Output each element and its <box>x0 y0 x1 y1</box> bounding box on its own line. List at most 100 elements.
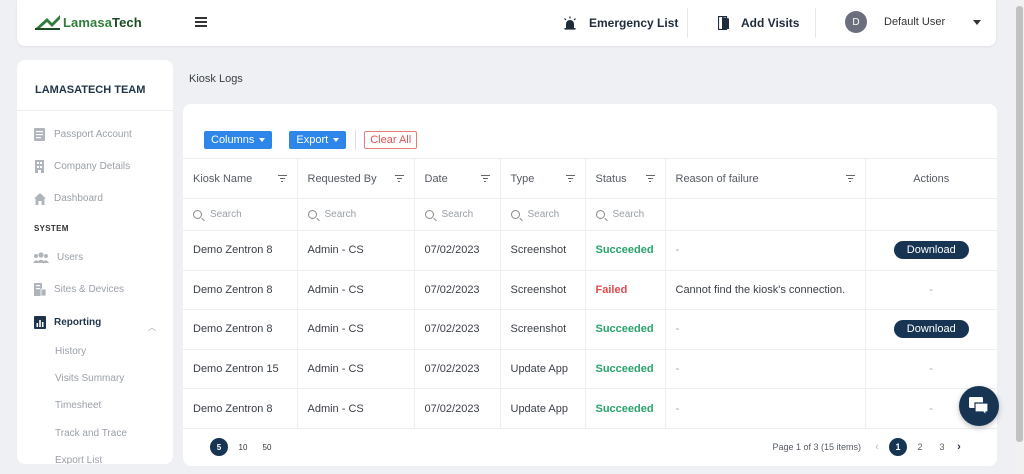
sidebar-item-label: Sites & Devices <box>54 284 125 295</box>
column-header-date[interactable]: Date <box>414 158 501 199</box>
sidebar-subitem-export-list[interactable]: Export List <box>55 455 103 464</box>
scrollbar-thumb[interactable] <box>1016 6 1023 442</box>
chevron-right-icon[interactable]: › <box>957 441 961 453</box>
status-succeeded: Succeeded <box>585 349 666 390</box>
search-status-field[interactable]: Search <box>585 198 666 231</box>
sidebar-item-label: Company Details <box>54 161 131 172</box>
kiosk-logs-table: Kiosk Name Requested By Date Type Status… <box>183 158 997 429</box>
column-header-reason-of-failure[interactable]: Reason of failure <box>665 158 866 199</box>
user-menu[interactable]: D Default User <box>845 11 982 33</box>
sidebar-item-passport-account[interactable]: Passport Account <box>33 128 132 141</box>
building-icon <box>33 160 46 173</box>
clear-all-button[interactable]: Clear All <box>364 131 418 149</box>
logo-icon <box>35 15 60 30</box>
filter-icon[interactable] <box>277 175 287 182</box>
logo-text-a: Lamasa <box>63 14 113 30</box>
page-size-option[interactable]: 50 <box>262 442 272 452</box>
download-button[interactable]: Download <box>893 241 969 260</box>
sidebar: LAMASATECH TEAM Passport Account Company… <box>17 60 173 464</box>
devices-icon <box>33 283 46 296</box>
cell-requested-by: Admin - CS <box>297 349 415 390</box>
page-size-option[interactable]: 10 <box>238 442 248 452</box>
cell-type: Update App <box>500 388 586 429</box>
emergency-list-button[interactable]: Emergency List <box>563 13 678 33</box>
search-row: Search Search Search Search Search <box>183 198 997 231</box>
chevron-left-icon[interactable]: ‹ <box>875 441 879 453</box>
column-header-label: Date <box>424 172 448 185</box>
cell-kiosk-name: Demo Zentron 15 <box>183 349 298 390</box>
add-visits-label: Add Visits <box>741 16 800 30</box>
cell-type: Screenshot <box>500 230 586 271</box>
download-button[interactable]: Download <box>893 320 969 339</box>
page-size-option[interactable]: 5 <box>210 438 228 456</box>
filter-icon[interactable] <box>645 175 655 182</box>
search-actions-empty <box>865 198 997 231</box>
sidebar-subitem-visits-summary[interactable]: Visits Summary <box>55 373 125 384</box>
column-header-kiosk-name[interactable]: Kiosk Name <box>183 158 298 199</box>
cell-actions: Download <box>865 230 997 271</box>
column-header-actions: Actions <box>865 158 997 199</box>
search-date-field[interactable]: Search <box>414 198 501 231</box>
table-row: Demo Zentron 8 Admin - CS 07/02/2023 Upd… <box>183 388 997 429</box>
page-button[interactable]: 1 <box>889 438 907 456</box>
export-button[interactable]: Export <box>289 131 347 149</box>
search-reason-empty <box>665 198 866 231</box>
sidebar-item-label: Reporting <box>54 317 102 328</box>
caret-down-icon <box>259 138 266 142</box>
cell-reason: - <box>665 349 866 390</box>
cell-date: 07/02/2023 <box>414 349 501 390</box>
cell-date: 07/02/2023 <box>414 309 501 350</box>
column-header-label: Status <box>595 172 627 185</box>
sidebar-subitem-history[interactable]: History <box>55 346 87 357</box>
page-button[interactable]: 3 <box>939 442 945 452</box>
page-scrollbar[interactable] <box>1015 0 1024 474</box>
search-type-field[interactable]: Search <box>500 198 586 231</box>
sidebar-item-company-details[interactable]: Company Details <box>33 160 130 173</box>
cell-kiosk-name: Demo Zentron 8 <box>183 388 298 429</box>
filter-icon[interactable] <box>394 175 404 182</box>
search-icon <box>307 210 317 219</box>
sidebar-item-reporting[interactable]: Reporting <box>33 316 101 329</box>
chevron-down-icon <box>973 19 982 25</box>
logo-text-b: Tech <box>112 14 142 30</box>
cell-kiosk-name: Demo Zentron 8 <box>183 309 298 350</box>
sidebar-item-sites-devices[interactable]: Sites & Devices <box>33 283 124 296</box>
column-header-type[interactable]: Type <box>500 158 586 199</box>
column-header-status[interactable]: Status <box>585 158 666 199</box>
columns-button[interactable]: Columns <box>204 131 273 149</box>
page-button[interactable]: 2 <box>917 442 923 452</box>
sidebar-item-users[interactable]: Users <box>33 251 83 264</box>
cell-requested-by: Admin - CS <box>297 309 415 350</box>
column-header-label: Reason of failure <box>675 172 759 185</box>
filter-icon[interactable] <box>565 175 575 182</box>
menu-toggle-icon[interactable] <box>195 15 207 29</box>
search-icon <box>424 210 434 219</box>
cell-type: Screenshot <box>500 309 586 350</box>
search-placeholder: Search <box>324 209 357 220</box>
breadcrumb: Kiosk Logs <box>189 73 243 85</box>
column-header-requested-by[interactable]: Requested By <box>297 158 415 199</box>
user-name: Default User <box>884 16 946 28</box>
column-header-label: Type <box>510 172 535 185</box>
sidebar-subitem-track-and-trace[interactable]: Track and Trace <box>55 428 127 439</box>
search-kiosk-name-field[interactable]: Search <box>183 198 298 231</box>
filter-icon[interactable] <box>480 175 490 182</box>
cell-actions: - <box>865 270 997 311</box>
column-header-label: Kiosk Name <box>193 172 253 185</box>
search-requested-by-field[interactable]: Search <box>297 198 415 231</box>
sidebar-subitem-timesheet[interactable]: Timesheet <box>55 400 102 411</box>
sidebar-item-dashboard[interactable]: Dashboard <box>33 192 103 205</box>
pagination-info: Page 1 of 3 (15 items) <box>772 442 861 452</box>
pagination: Page 1 of 3 (15 items) ‹ 1 2 3 › <box>772 438 967 456</box>
report-icon <box>33 316 46 329</box>
logo-text: LamasaTech <box>63 15 142 30</box>
sidebar-item-label: Users <box>57 252 84 263</box>
chat-button[interactable] <box>959 386 999 426</box>
chevron-up-icon[interactable]: ︿ <box>148 323 156 332</box>
filter-icon[interactable] <box>845 175 855 182</box>
cell-type: Screenshot <box>500 270 586 311</box>
status-succeeded: Succeeded <box>585 230 666 271</box>
logo[interactable]: LamasaTech <box>35 14 142 30</box>
add-visits-button[interactable]: Add Visits <box>718 13 799 33</box>
search-icon <box>510 210 520 219</box>
